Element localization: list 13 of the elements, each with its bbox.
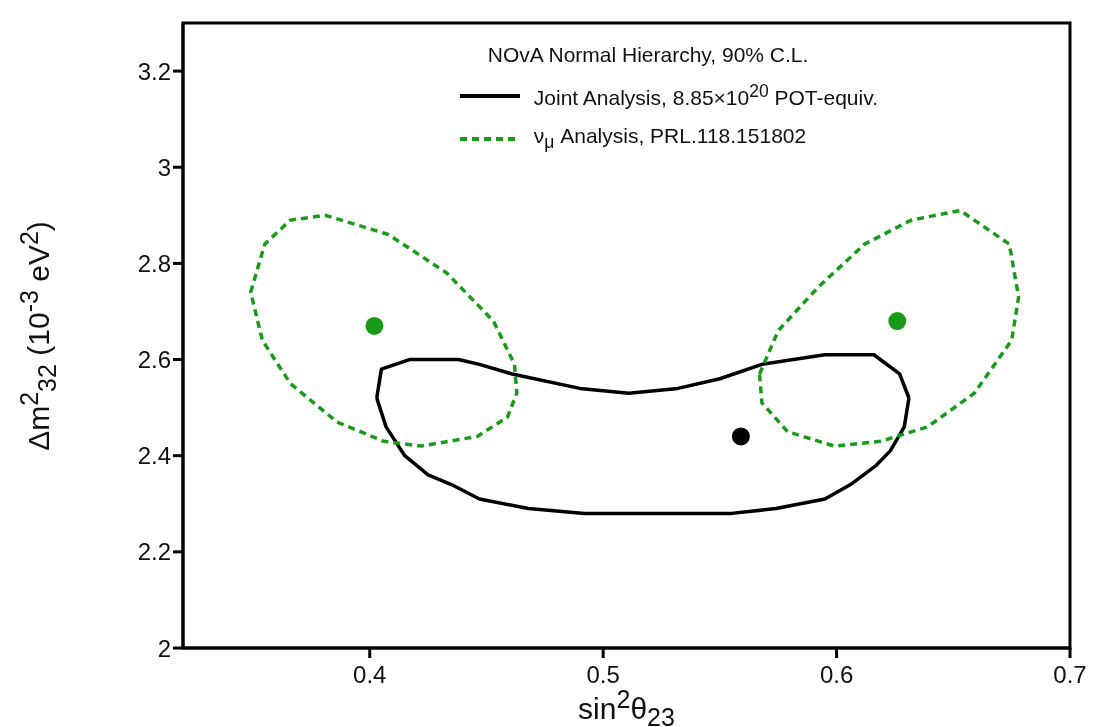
y-tick-label: 2.8 bbox=[137, 249, 171, 277]
y-tick-label: 2.6 bbox=[137, 346, 171, 374]
x-tick-label: 0.4 bbox=[353, 661, 387, 689]
y-tick-label: 3.2 bbox=[137, 57, 171, 85]
legend-label: Joint Analysis, 8.85×10$^{20}$ POT-equiv. bbox=[533, 81, 878, 110]
legend-label: ν$_{μ}$ Analysis, PRL.118.151802 bbox=[533, 124, 807, 154]
y-tick-label: 2.2 bbox=[137, 538, 171, 566]
y-tick-label: 3 bbox=[157, 153, 171, 181]
x-tick-label: 0.6 bbox=[819, 661, 854, 689]
y-tick-label: 2 bbox=[157, 634, 171, 662]
y-tick-label: 2.4 bbox=[137, 442, 171, 470]
x-tick-label: 0.7 bbox=[1053, 661, 1087, 689]
legend-title: NOvA Normal Hierarchy, 90% C.L. bbox=[486, 43, 810, 67]
